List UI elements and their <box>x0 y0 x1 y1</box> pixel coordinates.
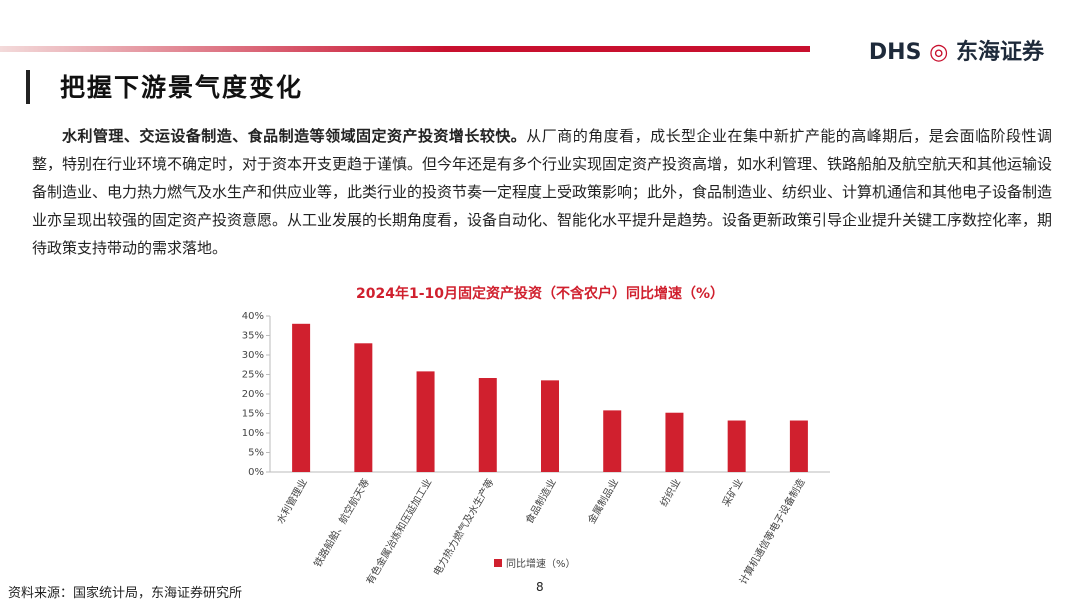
bar <box>292 323 311 472</box>
bar <box>541 380 559 472</box>
lead: 水利管理、交运设备制造、食品制造等领域固定资产投资增长较快。 <box>62 127 527 145</box>
body: 从厂商的角度看，成长型企业在集中新扩产能的高峰期后，是会面临阶段性调整，特别在行… <box>32 127 1053 257</box>
y-tick-label: 30% <box>242 350 264 361</box>
page-number: 8 <box>536 580 544 594</box>
y-tick-label: 35% <box>242 331 264 342</box>
title-marker <box>26 70 30 104</box>
brand: DHS ◎ 东海证券 <box>868 40 1044 65</box>
bar <box>603 410 622 472</box>
chart-title: 2024年1-10月固定资产投资（不含农户）同比增速（%） <box>356 285 724 302</box>
legend-swatch <box>494 559 502 567</box>
bar <box>727 420 746 472</box>
brand-latin: DHS <box>868 40 922 65</box>
bar <box>665 412 684 472</box>
bar <box>416 371 435 472</box>
y-tick-label: 25% <box>242 370 264 381</box>
bar <box>478 378 497 472</box>
y-tick-label: 10% <box>242 428 264 439</box>
bar <box>354 343 373 472</box>
y-tick-label: 0% <box>248 467 264 478</box>
brand-cn: 东海证券 <box>955 40 1044 65</box>
y-tick-label: 40% <box>242 311 264 322</box>
slide-title: 把握下游景气度变化 <box>60 73 304 102</box>
header-bar <box>0 46 810 52</box>
y-tick-label: 5% <box>248 448 264 459</box>
bar <box>789 420 808 472</box>
paragraph: 水利管理、交运设备制造、食品制造等领域固定资产投资增长较快。从厂商的角度看，成长… <box>32 122 1052 262</box>
y-tick-label: 15% <box>242 409 264 420</box>
legend-label: 同比增速（%） <box>506 557 576 570</box>
y-tick-label: 20% <box>242 389 264 400</box>
source: 资料来源：国家统计局，东海证券研究所 <box>8 586 243 601</box>
